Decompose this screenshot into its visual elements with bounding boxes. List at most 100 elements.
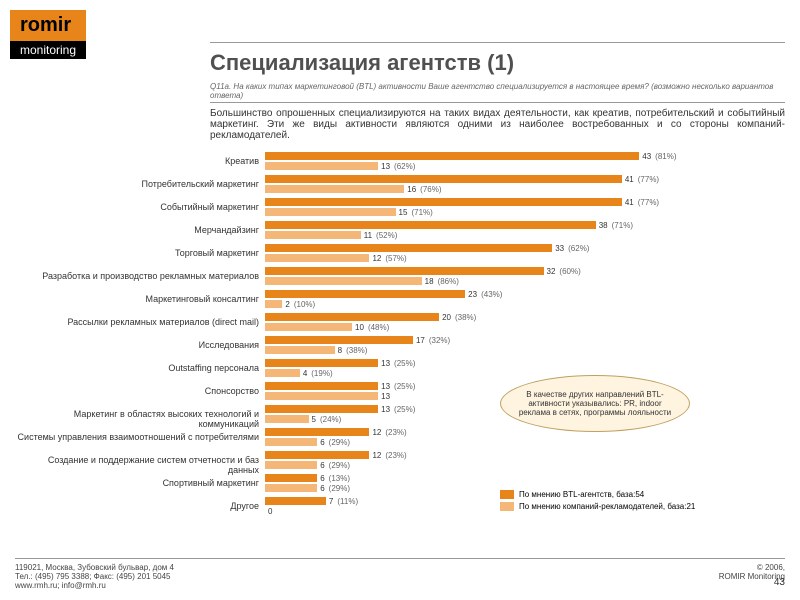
bar: 41 (77%) <box>265 198 785 206</box>
footer-web: www.rmh.ru; info@rmh.ru <box>15 581 174 590</box>
bar-fill <box>265 405 378 413</box>
bar-value: 15 <box>399 208 408 217</box>
bar-value: 16 <box>407 185 416 194</box>
bar-fill <box>265 300 282 308</box>
bar-fill <box>265 484 317 492</box>
footer: 119021, Москва, Зубовский бульвар, дом 4… <box>15 558 785 590</box>
legend-swatch <box>500 490 514 499</box>
bar-value: 13 <box>381 359 390 368</box>
bar-value: 8 <box>338 346 342 355</box>
bars-group: 41(77%) 16 (76%) <box>265 175 785 195</box>
bar: 15(71%) <box>265 208 785 216</box>
bar-fill <box>265 185 404 193</box>
bar-fill <box>265 451 369 459</box>
bar-percent: (29%) <box>329 461 350 470</box>
bar-percent: (52%) <box>376 231 397 240</box>
bar-fill <box>265 474 317 482</box>
bar-value: 6 <box>320 484 324 493</box>
bar-value: 41 <box>625 198 634 207</box>
bar: 38(71%) <box>265 221 785 229</box>
bar-percent: (48%) <box>368 323 389 332</box>
category-label: Разработка и производство рекламных мате… <box>15 267 265 281</box>
category-label: Маркетинг в областях высоких технологий … <box>15 405 265 429</box>
bar-percent: (76%) <box>420 185 441 194</box>
bar-fill <box>265 369 300 377</box>
category-label: Торговый маркетинг <box>15 244 265 258</box>
bar-value: 10 <box>355 323 364 332</box>
bar-value: 0 <box>268 507 272 516</box>
bar-percent: (25%) <box>394 405 415 414</box>
bar-value: 13 <box>381 392 390 401</box>
bar: 6(29%) <box>265 438 785 446</box>
bar-fill <box>265 336 413 344</box>
question-text: Q11a. На каких типах маркетинговой (BTL)… <box>210 82 785 100</box>
bar-percent: (60%) <box>559 267 580 276</box>
bar: 33 (62%) <box>265 244 785 252</box>
bars-group: 12 (23%)6(29%) <box>265 428 785 448</box>
bar-value: 23 <box>468 290 477 299</box>
category-label: Рассылки рекламных материалов (direct ma… <box>15 313 265 327</box>
bar-percent: (10%) <box>294 300 315 309</box>
bar-fill <box>265 415 309 423</box>
bar-value: 12 <box>372 254 381 263</box>
bars-group: 33(62%)12(57%) <box>265 244 785 264</box>
bars-group: 38(71%)11(52%) <box>265 221 785 241</box>
bar: 8(38%) <box>265 346 785 354</box>
bar-fill <box>265 290 465 298</box>
bar-fill <box>265 313 439 321</box>
bar-fill <box>265 152 639 160</box>
legend-label: По мнению компаний-рекламодателей, база:… <box>519 502 695 511</box>
category-label: Событийный маркетинг <box>15 198 265 212</box>
chart-row: Системы управления взаимоотношений с пот… <box>15 428 785 451</box>
bar-percent: (77%) <box>638 198 659 207</box>
bar: 32(60%) <box>265 267 785 275</box>
bar: 10 (48%) <box>265 323 785 331</box>
category-label: Другое <box>15 497 265 511</box>
bar-fill <box>265 231 361 239</box>
chart-row: Создание и поддержание систем отчетности… <box>15 451 785 474</box>
bar-percent: (62%) <box>394 162 415 171</box>
footer-phone: Тел.: (495) 795 3388; Факс: (495) 201 50… <box>15 572 174 581</box>
bar-value: 13 <box>381 162 390 171</box>
bar-percent: (62%) <box>568 244 589 253</box>
bar: 13(25%) <box>265 359 785 367</box>
footer-address: 119021, Москва, Зубовский бульвар, дом 4 <box>15 563 174 572</box>
bar-percent: (38%) <box>455 313 476 322</box>
bar-percent: (13%) <box>329 474 350 483</box>
bar-value: 33 <box>555 244 564 253</box>
bar-value: 17 <box>416 336 425 345</box>
bar-fill <box>265 162 378 170</box>
bar-value: 5 <box>312 415 316 424</box>
bars-group: 32(60%)18(86%) <box>265 267 785 287</box>
category-label: Мерчандайзинг <box>15 221 265 235</box>
bar-value: 2 <box>285 300 289 309</box>
bar-percent: (23%) <box>385 451 406 460</box>
bar: 6 (29%) <box>265 461 785 469</box>
bar: 4(19%) <box>265 369 785 377</box>
bar-value: 12 <box>372 428 381 437</box>
bar-value: 6 <box>320 438 324 447</box>
bar: 23(43%) <box>265 290 785 298</box>
bar-percent: (71%) <box>612 221 633 230</box>
bar-value: 18 <box>425 277 434 286</box>
bar: 16 (76%) <box>265 185 785 193</box>
category-label: Потребительский маркетинг <box>15 175 265 189</box>
bar-value: 6 <box>320 461 324 470</box>
footer-left: 119021, Москва, Зубовский бульвар, дом 4… <box>15 563 174 590</box>
callout-bubble: В качестве других направлений BTL-активн… <box>500 375 690 432</box>
bar-fill <box>265 277 422 285</box>
category-label: Создание и поддержание систем отчетности… <box>15 451 265 475</box>
bar-fill <box>265 221 596 229</box>
bar-fill <box>265 208 396 216</box>
bars-group: 13(25%) 4(19%) <box>265 359 785 379</box>
bar: 41(77%) <box>265 175 785 183</box>
bar-percent: (23%) <box>385 428 406 437</box>
bar-percent: (71%) <box>411 208 432 217</box>
bars-group: 17 (32%)8(38%) <box>265 336 785 356</box>
chart-row: Исследования17(32%)8(38%) <box>15 336 785 359</box>
bar-fill <box>265 497 326 505</box>
bar-fill <box>265 267 544 275</box>
bar-percent: (32%) <box>429 336 450 345</box>
category-label: Креатив <box>15 152 265 166</box>
bar-percent: (19%) <box>311 369 332 378</box>
